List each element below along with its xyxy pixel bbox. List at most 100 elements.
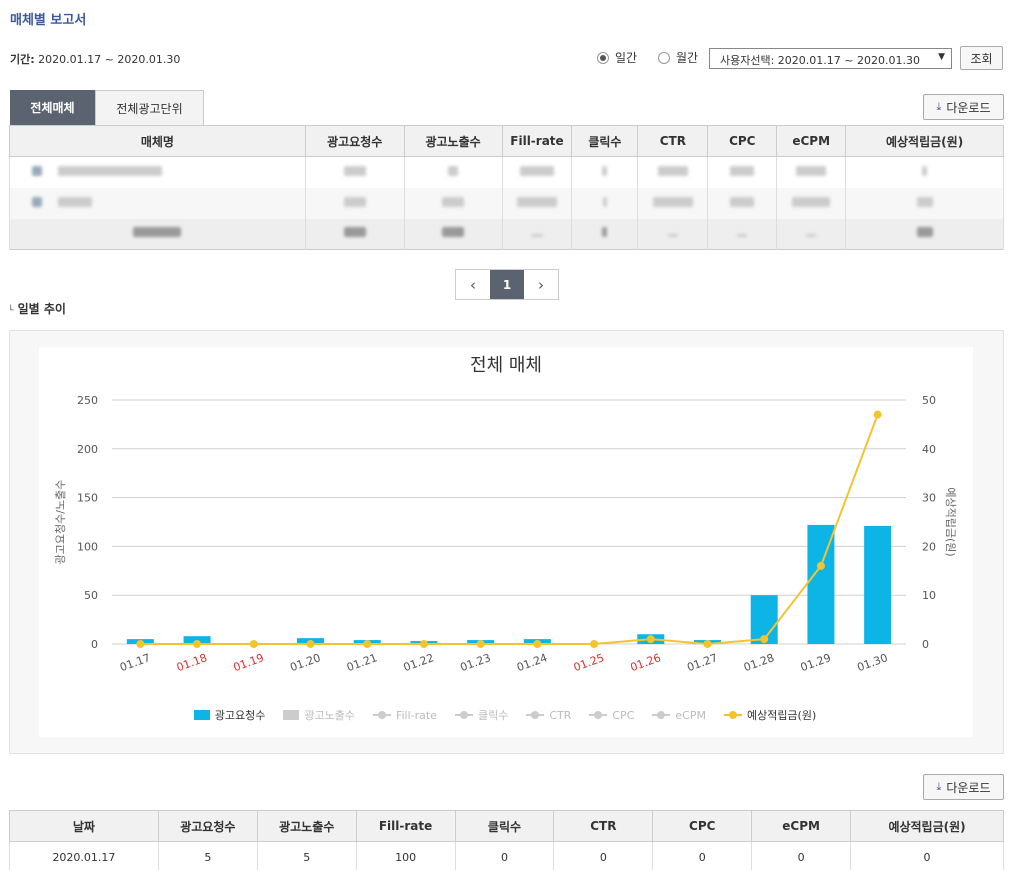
legend-swatch-line-icon <box>372 710 391 720</box>
legend-label: 예상적립금(원) <box>746 709 817 722</box>
x-tick-label: 01.18 <box>175 651 209 674</box>
monthly-radio-label: 월간 <box>676 51 699 65</box>
y2-tick-label: 50 <box>922 394 936 407</box>
redacted-text <box>916 196 933 207</box>
prev-page-button[interactable]: ‹ <box>456 270 490 299</box>
daily-trend-title: 일별 추이 <box>17 302 66 316</box>
x-tick-label: 01.27 <box>685 651 719 674</box>
chart-point <box>363 640 372 648</box>
page-button-current[interactable]: 1 <box>490 270 524 299</box>
redacted-text <box>448 165 459 176</box>
redacted-text <box>58 165 162 176</box>
redacted-text <box>652 196 693 207</box>
page-title: 매체별 보고서 <box>10 13 87 28</box>
cell-requests: 5 <box>157 841 258 870</box>
chart-point <box>193 640 202 648</box>
legend-item[interactable]: CPC <box>589 707 634 723</box>
chevron-left-icon: ‹ <box>470 275 476 294</box>
legend-item[interactable]: 광고노출수 <box>283 707 355 723</box>
y2-tick-label: 0 <box>922 638 929 651</box>
legend-swatch-line-icon <box>723 710 742 720</box>
period-display: 기간: 2020.01.17 ~ 2020.01.30 <box>10 51 180 67</box>
download-button-top[interactable]: ⤓ 다운로드 <box>923 94 1004 120</box>
col-requests: 광고요청수 <box>304 125 405 157</box>
redacted-text <box>58 196 92 207</box>
table-row[interactable] <box>9 187 1004 219</box>
radio-checked-icon[interactable] <box>597 51 609 64</box>
table-row[interactable] <box>9 156 1004 188</box>
chart-point <box>136 640 145 648</box>
col-clicks: 클릭수 <box>571 125 639 157</box>
chart-point <box>646 635 655 644</box>
redacted-text <box>602 227 608 238</box>
col-ecpm: eCPM <box>776 125 847 157</box>
corner-bullet-icon: └ <box>8 306 14 316</box>
radio-unchecked-icon[interactable] <box>658 51 670 64</box>
y2-tick-label: 20 <box>922 540 936 553</box>
legend-swatch-line-icon <box>652 710 671 720</box>
y-tick-label: 250 <box>77 394 98 407</box>
chart-point <box>249 640 258 648</box>
chevron-right-icon: › <box>538 275 544 294</box>
x-tick-label: 01.22 <box>402 651 436 674</box>
legend-item[interactable]: eCPM <box>652 707 706 723</box>
col-date: 날짜 <box>9 810 159 842</box>
redacted-text <box>916 227 933 238</box>
y2-tick-label: 10 <box>922 589 936 602</box>
x-tick-label: 01.28 <box>742 651 776 674</box>
chart-point <box>816 561 825 570</box>
legend-swatch-bar-icon <box>283 710 300 720</box>
legend-swatch-line-icon <box>526 710 545 720</box>
legend-item[interactable]: 예상적립금(원) <box>723 707 817 723</box>
col-est-revenue: 예상적립금(원) <box>845 125 1004 157</box>
daily-radio[interactable]: 일간 <box>597 49 637 66</box>
redacted-text <box>602 196 607 207</box>
y-tick-label: 150 <box>77 492 98 505</box>
redacted-text <box>806 234 817 238</box>
daily-table-header: 날짜 광고요청수 광고노출수 Fill-rate 클릭수 CTR CPC eCP… <box>9 810 1004 842</box>
monthly-radio[interactable]: 월간 <box>658 49 698 66</box>
query-button[interactable]: 조회 <box>960 46 1003 70</box>
col-cpc: CPC <box>707 125 778 157</box>
chart-point <box>306 640 315 648</box>
redacted-text <box>730 196 755 207</box>
legend-label: 클릭수 <box>477 709 509 722</box>
media-icon <box>32 165 42 176</box>
redacted-text <box>519 165 554 176</box>
redacted-text <box>796 165 827 176</box>
chart-point <box>703 640 712 648</box>
y2-tick-label: 30 <box>922 492 936 505</box>
x-tick-label: 01.21 <box>345 651 379 674</box>
y-tick-label: 200 <box>77 443 98 456</box>
cell-ecpm: 0 <box>751 841 852 870</box>
chart-point <box>590 640 599 648</box>
download-label: 다운로드 <box>946 100 991 115</box>
legend-label: CTR <box>549 708 572 722</box>
redacted-text <box>657 165 688 176</box>
y-tick-label: 0 <box>91 638 98 651</box>
legend-label: CPC <box>612 708 635 722</box>
legend-item[interactable]: Fill-rate <box>372 707 437 723</box>
dropdown-arrow-icon: ▼ <box>938 52 945 62</box>
tab-all-media[interactable]: 전체매체 <box>10 90 95 125</box>
table-row: 2020.01.17 5 5 100 0 0 0 0 0 <box>9 841 1004 870</box>
next-page-button[interactable]: › <box>524 270 558 299</box>
media-table-header: 매체명 광고요청수 광고노출수 Fill-rate 클릭수 CTR CPC eC… <box>9 125 1004 157</box>
redacted-text <box>730 165 755 176</box>
legend-item[interactable]: 광고요청수 <box>193 707 265 723</box>
tab-all-ad-units[interactable]: 전체광고단위 <box>95 90 204 125</box>
daily-radio-label: 일간 <box>615 51 638 65</box>
col-clicks: 클릭수 <box>454 810 555 842</box>
period-value: 2020.01.17 ~ 2020.01.30 <box>38 53 181 66</box>
date-range-select[interactable]: 사용자선택: 2020.01.17 ~ 2020.01.30 ▼ <box>709 48 952 69</box>
chart-point <box>533 640 542 648</box>
cell-date: 2020.01.17 <box>9 841 159 870</box>
download-button-bottom[interactable]: ⤓ 다운로드 <box>923 774 1004 800</box>
redacted-text <box>343 165 366 176</box>
redacted-text <box>602 165 608 176</box>
x-tick-label: 01.29 <box>799 651 833 674</box>
col-cpc: CPC <box>652 810 753 842</box>
legend-item[interactable]: CTR <box>526 707 571 723</box>
chart-point <box>873 410 882 419</box>
legend-item[interactable]: 클릭수 <box>454 707 509 723</box>
